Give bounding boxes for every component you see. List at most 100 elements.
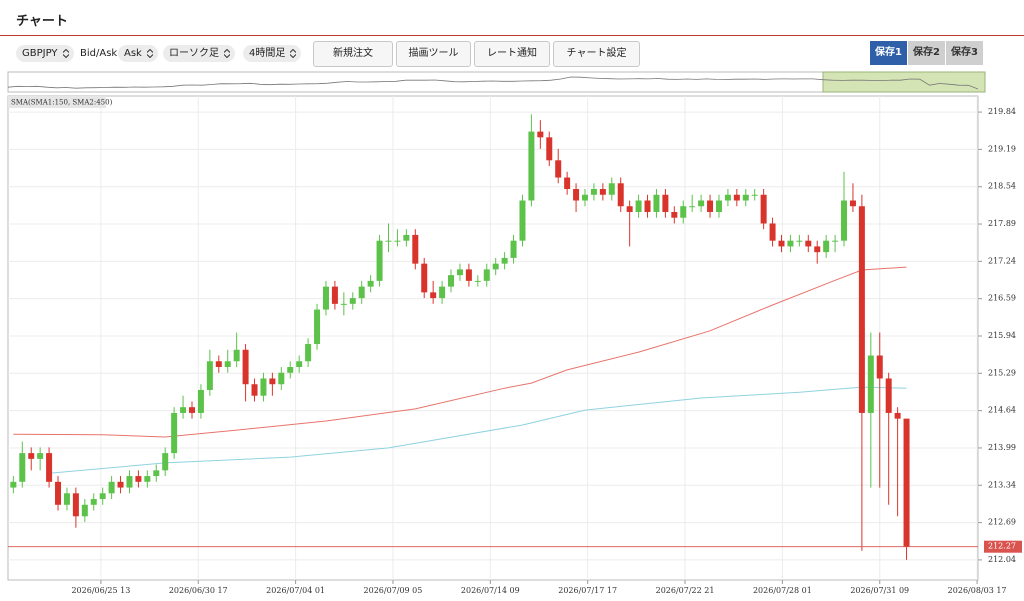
candle-body [778,240,785,247]
candle-body [385,240,392,242]
page-title: チャート [16,14,68,29]
candle-body [546,137,553,161]
y-tick-label: 215.29 [988,368,1016,377]
symbol-select[interactable]: GBPJPY [16,45,74,62]
candle-body [296,361,303,367]
chart-settings-button[interactable]: チャート設定 [553,41,640,67]
candle-body [117,481,124,488]
candle-body [412,234,419,264]
x-tick-label: 2026/07/31 09 [850,586,909,595]
x-tick-label: 2026/08/03 17 [948,586,1007,595]
chart-kind-select[interactable]: ローソク足 [163,45,235,62]
candle-body [349,298,356,304]
candle-body [769,223,776,241]
symbol: GBPJPY [22,48,58,59]
toolbar: GBPJPY Bid/Ask Ask ローソク足 4時間足 新規注文 描画ツール… [0,41,1024,67]
candle-body [573,189,580,201]
candle-body [644,200,651,212]
navigator-line [7,76,979,90]
y-tick-label: 215.94 [988,331,1016,340]
candle-body [483,269,490,281]
candle-body [599,189,606,195]
y-tick-label: 217.24 [988,256,1016,265]
candle-body [662,194,669,212]
candle-body [322,286,329,310]
candle-body [796,240,803,242]
candle-body [251,384,258,396]
y-tick-label: 214.64 [988,406,1016,415]
candle-body [233,349,240,362]
candle-body [153,470,160,477]
sma-line [13,266,907,438]
candle-body [492,263,499,270]
x-tick-label: 2026/06/30 17 [169,586,228,595]
candle-body [367,280,374,287]
y-tick-label: 219.84 [988,107,1016,116]
candle-body [63,493,70,505]
candle-body [72,493,79,517]
candle-body [608,183,615,195]
candle-body [430,292,437,299]
candle-body [867,355,874,413]
candle-body [581,194,588,201]
candle-body [376,240,383,281]
candle-body [456,269,463,276]
y-tick-label: 218.54 [988,182,1016,191]
sma-line [49,386,907,474]
candle-body [715,200,722,212]
candle-body [823,240,830,253]
candle-body [724,194,731,201]
candle-body [885,378,892,413]
candle-body [81,504,88,517]
candle-body [653,194,660,212]
x-tick-label: 2026/07/28 01 [753,586,812,595]
navigator-window[interactable] [822,71,986,93]
candle-body [197,389,204,413]
candle-body [224,361,231,367]
candle-body [528,131,535,201]
candle-body [215,361,222,367]
candle-body [144,476,151,482]
candle-body [832,240,839,242]
indicator-badge [8,96,106,108]
candle-body [805,240,812,247]
price-side: Ask [124,48,142,59]
candle-body [617,183,624,207]
x-tick-label: 2026/07/14 09 [461,586,520,595]
last-price-label: 212.27 [988,542,1016,551]
candle-body [162,453,169,471]
candle-body [135,476,142,482]
y-tick-label: 213.34 [988,480,1016,489]
candle-body [340,303,347,305]
candle-body [171,412,178,454]
candle-body [314,309,321,345]
candle-body [742,194,749,201]
x-tick-label: 2026/07/22 21 [656,586,715,595]
save-button[interactable]: 保存2 [908,41,945,65]
order-button[interactable]: 新規注文 [313,41,393,67]
candle-body [108,481,115,494]
candle-body [751,194,758,196]
candle-body [519,200,526,241]
candle-body [671,211,678,218]
candle-body [19,453,26,482]
y-tick-label: 217.89 [988,219,1016,228]
rate-alert-button[interactable]: レート通知 [474,41,550,67]
save-button[interactable]: 保存1 [870,41,907,65]
save-button[interactable]: 保存3 [946,41,983,65]
candle-body [590,189,597,195]
draw-tools-button[interactable]: 描画ツール [396,41,471,67]
y-tick-label: 219.19 [988,144,1016,153]
candle-body [439,286,446,299]
timeframe-select[interactable]: 4時間足 [243,45,302,62]
candle-body [841,200,848,241]
x-tick-label: 2026/07/09 05 [364,586,423,595]
candle-body [760,194,767,224]
y-tick-label: 212.69 [988,518,1016,527]
candle-body [99,493,106,500]
candle-body [814,246,821,253]
x-tick-label: 2026/07/04 01 [266,586,325,595]
price-side-select[interactable]: Ask [118,45,158,62]
